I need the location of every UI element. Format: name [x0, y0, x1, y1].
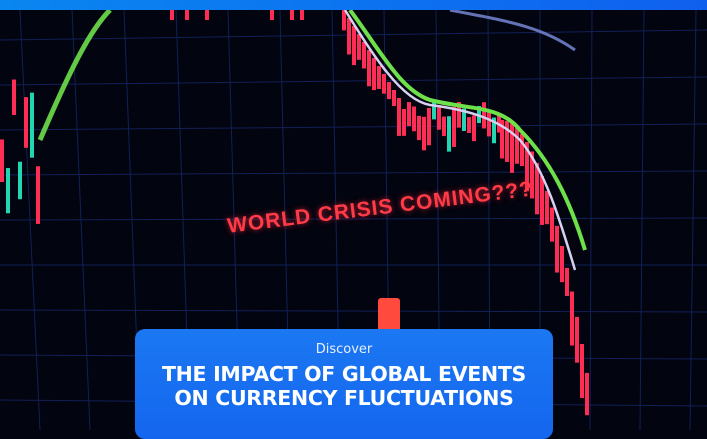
candlestick — [205, 10, 209, 20]
candlestick — [357, 34, 361, 60]
candlestick — [30, 93, 34, 158]
candlestick — [367, 50, 371, 86]
candlestick — [36, 166, 40, 224]
candlestick — [362, 42, 366, 68]
candlestick — [442, 117, 446, 136]
grid-line — [0, 77, 707, 85]
candlestick — [342, 10, 346, 30]
candlestick — [555, 226, 559, 273]
candlestick — [520, 134, 524, 166]
candlestick — [170, 10, 174, 20]
grid-line — [0, 124, 707, 130]
candlestick — [575, 317, 579, 363]
candlestick — [6, 168, 10, 213]
candlestick — [482, 102, 486, 128]
candlestick — [515, 128, 519, 164]
candlestick — [24, 97, 28, 148]
candlestick — [407, 102, 411, 126]
candlestick — [417, 116, 421, 140]
candlestick — [427, 108, 431, 145]
candlestick — [12, 80, 16, 115]
candlestick — [467, 117, 471, 133]
grid-line — [640, 10, 644, 430]
kicker-label: Discover — [135, 342, 553, 357]
grid-line — [590, 10, 592, 430]
candlestick — [185, 10, 189, 20]
candlestick — [0, 139, 4, 182]
candlestick — [372, 58, 376, 90]
candlestick — [352, 26, 356, 65]
candlestick — [452, 107, 456, 147]
candlestick — [392, 90, 396, 106]
candlestick — [290, 10, 294, 20]
grid-line — [0, 310, 707, 312]
candlestick — [382, 74, 386, 94]
candlestick — [580, 344, 584, 398]
candlestick — [472, 116, 476, 142]
title-line-1: THE IMPACT OF GLOBAL EVENTS — [135, 362, 553, 386]
grid-line — [690, 10, 696, 430]
title-line-2: ON CURRENCY FLUCTUATIONS — [135, 386, 553, 410]
candlestick — [300, 10, 304, 20]
candlestick — [565, 268, 569, 296]
top-accent-bar — [0, 0, 707, 10]
moving-average-blue — [450, 10, 575, 50]
candlestick — [412, 107, 416, 132]
grid-line — [0, 171, 707, 175]
candlestick — [402, 109, 406, 136]
article-banner-card[interactable]: Discover THE IMPACT OF GLOBAL EVENTS ON … — [135, 329, 553, 439]
candlestick — [422, 117, 426, 151]
candlestick — [270, 10, 274, 20]
candlestick — [560, 246, 564, 282]
candlestick — [570, 292, 574, 346]
candlestick — [18, 162, 22, 200]
candlestick — [397, 98, 401, 136]
candlestick — [585, 373, 589, 415]
candlestick — [447, 116, 451, 151]
candlestick — [387, 82, 391, 99]
candlestick — [437, 107, 441, 129]
candlestick — [550, 208, 554, 242]
candlestick — [487, 110, 491, 137]
candlestick — [545, 191, 549, 224]
candlestick — [377, 66, 381, 89]
candlestick — [540, 176, 544, 225]
article-title: THE IMPACT OF GLOBAL EVENTS ON CURRENCY … — [135, 362, 553, 410]
candlestick — [347, 18, 351, 55]
